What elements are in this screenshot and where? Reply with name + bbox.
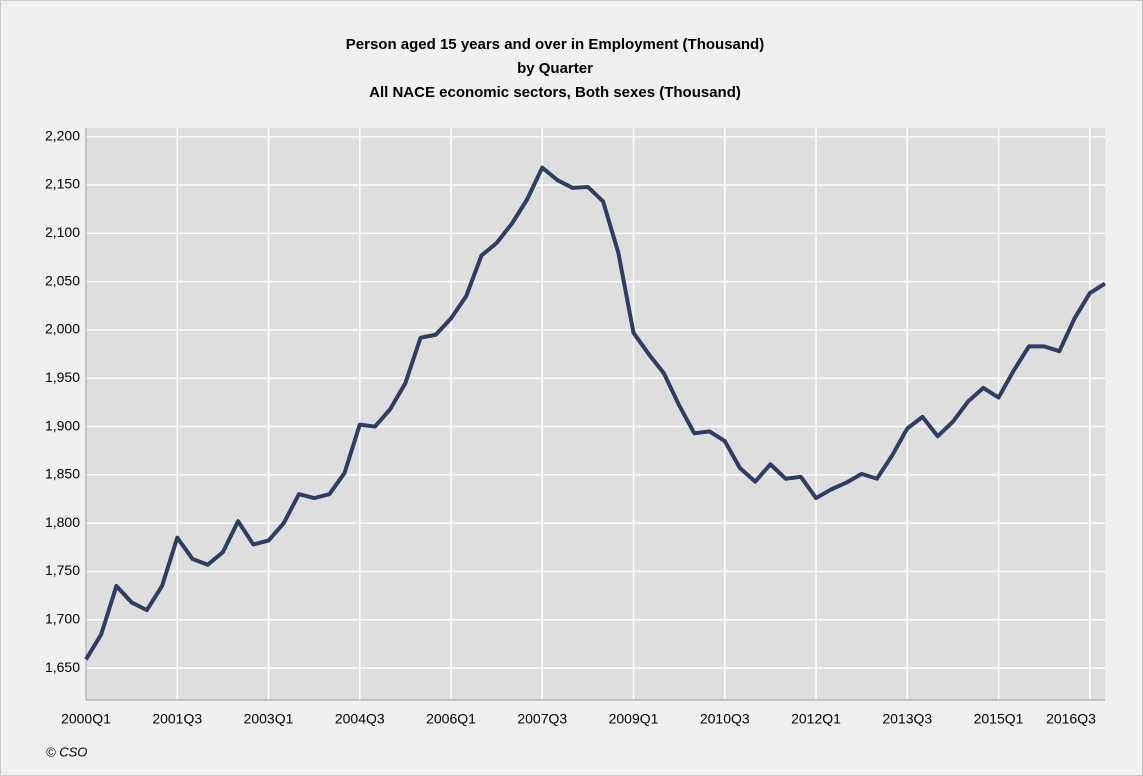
x-tick-label: 2001Q3: [152, 711, 202, 727]
y-tick-label: 2,100: [45, 224, 80, 240]
plot-area: [86, 128, 1105, 700]
chart-title: by Quarter: [517, 60, 593, 77]
x-tick-label: 2000Q1: [61, 711, 111, 727]
x-tick-label: 2010Q3: [700, 711, 750, 727]
y-tick-label: 1,850: [45, 466, 80, 482]
x-tick-label: 2003Q1: [244, 711, 294, 727]
y-tick-label: 1,700: [45, 611, 80, 627]
x-tick-label: 2013Q3: [882, 711, 932, 727]
y-tick-label: 2,200: [45, 127, 80, 143]
x-tick-label: 2007Q3: [517, 711, 567, 727]
y-tick-label: 1,900: [45, 417, 80, 433]
y-tick-label: 2,150: [45, 176, 80, 192]
x-tick-label: 2012Q1: [791, 711, 841, 727]
x-tick-label: 2015Q1: [974, 711, 1024, 727]
x-tick-label: 2009Q1: [609, 711, 659, 727]
y-tick-label: 1,650: [45, 659, 80, 675]
line-series: [84, 165, 1107, 661]
chart-title: All NACE economic sectors, Both sexes (T…: [369, 84, 741, 101]
y-tick-label: 2,050: [45, 272, 80, 288]
x-tick-label: 2006Q1: [426, 711, 476, 727]
y-tick-label: 1,750: [45, 562, 80, 578]
x-tick-label: 2004Q3: [335, 711, 385, 727]
x-tick-label: 2016Q3: [1046, 711, 1096, 727]
y-tick-label: 1,800: [45, 514, 80, 530]
source: © CSO: [46, 744, 87, 759]
y-tick-label: 1,950: [45, 369, 80, 385]
chart-title: Person aged 15 years and over in Employm…: [346, 36, 764, 53]
y-tick-label: 2,000: [45, 321, 80, 337]
